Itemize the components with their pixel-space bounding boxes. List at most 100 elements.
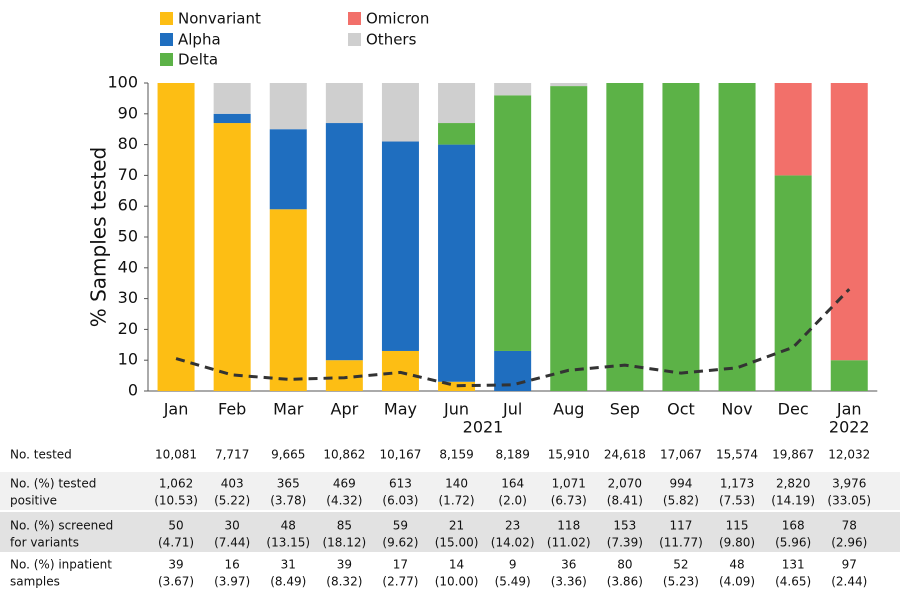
table-cell: 9,665 (271, 448, 305, 462)
bar-segment (606, 83, 644, 391)
x-tick-label: Nov (721, 400, 752, 419)
table-cell: 17,067 (660, 448, 702, 462)
table-cell: (7.53) (719, 494, 755, 508)
bar-segment (325, 123, 363, 361)
bar-segment (381, 141, 419, 351)
x-tick-label: Mar (273, 400, 304, 419)
row-label: samples (10, 575, 60, 589)
table-cell: 117 (669, 519, 692, 533)
table-cell: (6.73) (551, 494, 587, 508)
table-cell: 2,070 (608, 477, 642, 491)
table-cell: (3.86) (607, 575, 643, 589)
table-cell: (5.96) (775, 536, 811, 550)
bar-segment (438, 381, 476, 391)
table-cell: 8,189 (495, 448, 529, 462)
bar-segment (213, 83, 251, 114)
legend-swatch (160, 53, 173, 66)
legend-label: Others (366, 31, 417, 49)
table-cell: (5.23) (663, 575, 699, 589)
x-tick-label: Jan (836, 400, 862, 419)
bar-segment (550, 83, 588, 87)
x-tick-label: May (384, 400, 417, 419)
y-axis-title: % Samples tested (87, 147, 111, 328)
bar-segment (157, 83, 195, 391)
table-cell: (8.49) (270, 575, 306, 589)
table-cell: 613 (389, 477, 412, 491)
table-cell: 118 (557, 519, 580, 533)
table-cell: (3.67) (158, 575, 194, 589)
y-tick-label: 30 (118, 288, 138, 307)
table-cell: 24,618 (604, 448, 646, 462)
table-cell: (2.44) (831, 575, 867, 589)
x-group-label: 2021 (463, 418, 504, 437)
bar-segment (774, 175, 812, 391)
bar-segment (438, 123, 476, 145)
table-cell: (2.77) (382, 575, 418, 589)
table-cell: 8,159 (439, 448, 473, 462)
table-cell: 14 (449, 558, 464, 572)
table-cell: 168 (782, 519, 805, 533)
table-cell: 469 (333, 477, 356, 491)
table-cell: (3.36) (551, 575, 587, 589)
table-cell: (4.71) (158, 536, 194, 550)
x-tick-label: Jun (443, 400, 469, 419)
bar-segment (438, 83, 476, 124)
table-cell: 30 (225, 519, 240, 533)
legend-swatch (160, 33, 173, 46)
table-cell: (13.15) (266, 536, 310, 550)
y-tick-label: 100 (107, 73, 138, 92)
table-cell: (14.02) (491, 536, 535, 550)
table-cell: 3,976 (832, 477, 866, 491)
table-cell: 153 (613, 519, 636, 533)
x-tick-label: Jan (163, 400, 189, 419)
table-cell: (14.19) (771, 494, 815, 508)
bar-segment (550, 86, 588, 391)
legend-label: Alpha (178, 31, 221, 49)
row-band (0, 472, 900, 510)
table-cell: (6.03) (382, 494, 418, 508)
table-cell: 365 (277, 477, 300, 491)
table-cell: 10,862 (323, 448, 365, 462)
table-cell: 52 (673, 558, 688, 572)
row-label: No. (%) inpatient (10, 558, 112, 572)
table-cell: 140 (445, 477, 468, 491)
bar-segment (774, 83, 812, 176)
table-cell: 48 (729, 558, 744, 572)
x-tick-label: Aug (553, 400, 584, 419)
bar-segment (269, 129, 307, 210)
table-cell: (9.80) (719, 536, 755, 550)
bar-segment (381, 83, 419, 142)
table-cell: (11.02) (547, 536, 591, 550)
table-cell: 9 (509, 558, 517, 572)
y-tick-label: 70 (118, 165, 138, 184)
legend-swatch (348, 12, 361, 25)
legend-label: Nonvariant (178, 10, 261, 28)
table-cell: 16 (225, 558, 240, 572)
table-cell: (3.78) (270, 494, 306, 508)
table-cell: 1,071 (552, 477, 586, 491)
table-cell: (8.32) (326, 575, 362, 589)
bar-segment (325, 83, 363, 124)
table-cell: (7.44) (214, 536, 250, 550)
bar-segment (494, 83, 532, 96)
row-label: No. (%) tested (10, 477, 96, 491)
table-cell: 48 (281, 519, 296, 533)
x-tick-label: Jul (502, 400, 522, 419)
table-cell: 2,820 (776, 477, 810, 491)
table-cell: 10,167 (379, 448, 421, 462)
table-cell: 59 (393, 519, 408, 533)
x-tick-label: Apr (331, 400, 359, 419)
table-cell: 23 (505, 519, 520, 533)
row-label: for variants (10, 536, 79, 550)
table-cell: (10.53) (154, 494, 198, 508)
table-cell: 1,173 (720, 477, 754, 491)
table-cell: 131 (782, 558, 805, 572)
bar-segment (494, 350, 532, 391)
table-cell: 21 (449, 519, 464, 533)
x-tick-label: Sep (610, 400, 640, 419)
table-cell: 39 (337, 558, 352, 572)
table-cell: (15.00) (435, 536, 479, 550)
table-cell: 403 (221, 477, 244, 491)
row-band (0, 512, 900, 552)
